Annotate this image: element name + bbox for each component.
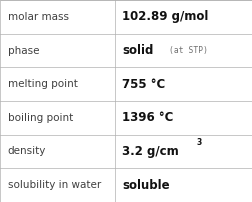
Text: (at STP): (at STP) (169, 46, 208, 55)
Text: boiling point: boiling point (8, 113, 73, 123)
Text: solid: solid (122, 44, 154, 57)
Text: 755 °C: 755 °C (122, 78, 166, 91)
Text: 102.89 g/mol: 102.89 g/mol (122, 10, 209, 23)
Text: molar mass: molar mass (8, 12, 69, 22)
Text: density: density (8, 146, 46, 157)
Text: soluble: soluble (122, 179, 170, 192)
Text: 1396 °C: 1396 °C (122, 111, 174, 124)
Text: phase: phase (8, 45, 39, 56)
Text: melting point: melting point (8, 79, 77, 89)
Text: 3: 3 (197, 138, 202, 147)
Text: solubility in water: solubility in water (8, 180, 101, 190)
Text: 3.2 g/cm: 3.2 g/cm (122, 145, 179, 158)
